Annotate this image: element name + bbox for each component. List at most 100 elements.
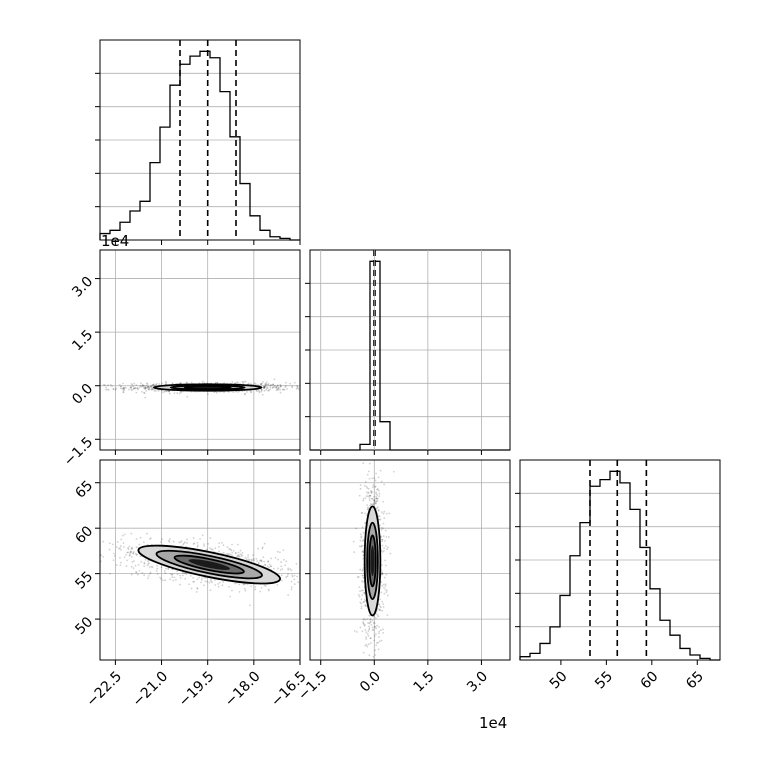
p2d2-point [366, 633, 369, 635]
p2d2-point [373, 499, 376, 502]
p2d1-point [267, 560, 270, 563]
p2d0-point [263, 385, 266, 388]
p2d0-point [243, 393, 246, 396]
p2d2-point [365, 491, 368, 494]
p2d2-point [374, 654, 377, 656]
p2d0-point [141, 385, 144, 387]
p2d1-point [286, 575, 289, 578]
p2d1-point [179, 541, 182, 544]
p2d1-point [201, 534, 204, 537]
p2d0-point [144, 386, 147, 389]
p2d0-point [151, 388, 154, 391]
p2d1-point [234, 552, 237, 555]
p2d2-point [373, 477, 376, 480]
p2d1-point [239, 549, 242, 552]
p2d2-point [381, 609, 384, 612]
p2d1-point [155, 570, 158, 572]
p2d0-point [285, 384, 287, 387]
p2d1-point [132, 567, 135, 570]
p2d0-point [161, 391, 164, 394]
p2d2-point [368, 477, 371, 480]
p2d2-point [377, 603, 380, 606]
p2d1-point [250, 585, 252, 588]
p2d2-point [384, 588, 387, 591]
p2d2-point [362, 462, 365, 465]
p2d1-point [280, 561, 283, 563]
p2d0-point [133, 387, 135, 390]
p2d2-point [364, 512, 366, 515]
p2d1-point [129, 550, 132, 553]
p2d1-point [156, 567, 159, 570]
p2d0-point [272, 386, 274, 389]
p2d2-point [363, 600, 366, 603]
p2d2-point [380, 606, 382, 609]
p2d0-point [296, 386, 299, 389]
p2d2-point [374, 617, 377, 619]
p2d0-point [178, 392, 181, 395]
p2d0-point [143, 392, 146, 394]
p2d0-point [142, 384, 144, 387]
p2d1-point [198, 576, 201, 579]
p2d2-grid [310, 460, 510, 660]
p2d1-point [322, 587, 324, 589]
p2d0-point [153, 390, 156, 392]
p2d1-point [267, 560, 269, 563]
p2d2-point [367, 643, 370, 646]
p2d2-point [373, 495, 375, 498]
p2d0-point [123, 387, 125, 389]
p2d1-point [261, 547, 264, 550]
p2d2-point [364, 604, 367, 606]
p2d0-point [147, 388, 150, 391]
p2d1-point [147, 560, 149, 563]
p2d2-point [373, 455, 375, 457]
p2d1-point [203, 576, 206, 579]
p2d1-point [196, 541, 199, 544]
p2d2-point [371, 619, 374, 622]
p2d0-point [164, 380, 167, 383]
p2d0-point [131, 389, 133, 392]
p2d0-point [151, 384, 154, 386]
p2d1-point [287, 573, 289, 576]
p2d0-point [155, 383, 158, 385]
p2d2-point [370, 489, 372, 492]
p2d0-point [151, 386, 154, 389]
p2d2-point [383, 586, 385, 589]
p2d2-point [362, 618, 365, 621]
p2d1-point [226, 553, 229, 556]
p2d1-point [28, 550, 30, 552]
p2d1-point [276, 584, 279, 586]
p2d1-point [146, 532, 148, 535]
p2d2-point [361, 630, 364, 633]
p2d0-point [185, 381, 188, 384]
p2d2-point [378, 625, 380, 628]
p2d1-point [164, 579, 167, 582]
p2d0-point [263, 386, 266, 389]
p2d1-point [247, 554, 250, 556]
p2d2-point [362, 622, 365, 625]
p2d0-point [284, 381, 287, 384]
p2d1-point [130, 532, 133, 535]
p2d2-point [363, 591, 366, 594]
p2d1-point [296, 575, 298, 578]
p2d1-point [179, 574, 182, 577]
p2d2-point [383, 539, 386, 542]
p2d0-point [237, 390, 240, 393]
p2d1-point [230, 549, 233, 552]
p2d1-point [214, 584, 217, 586]
p2d0-point [132, 385, 135, 388]
p2d0-point [263, 386, 266, 388]
p2d2-point [376, 624, 378, 627]
p2d2-point [368, 664, 370, 666]
p2d0-point [306, 386, 308, 388]
p2d1-point [231, 589, 233, 592]
p2d0-point [216, 381, 219, 384]
p2d1-point [324, 585, 326, 587]
p2d0-point [141, 390, 143, 393]
p2d1-point [319, 571, 321, 573]
p2d1-ytick-label-0: 50 [72, 614, 96, 638]
p2d1-point [146, 564, 149, 567]
p2d2-point [376, 488, 379, 490]
p2d2-point [353, 629, 356, 632]
p2d2-point [362, 651, 365, 654]
